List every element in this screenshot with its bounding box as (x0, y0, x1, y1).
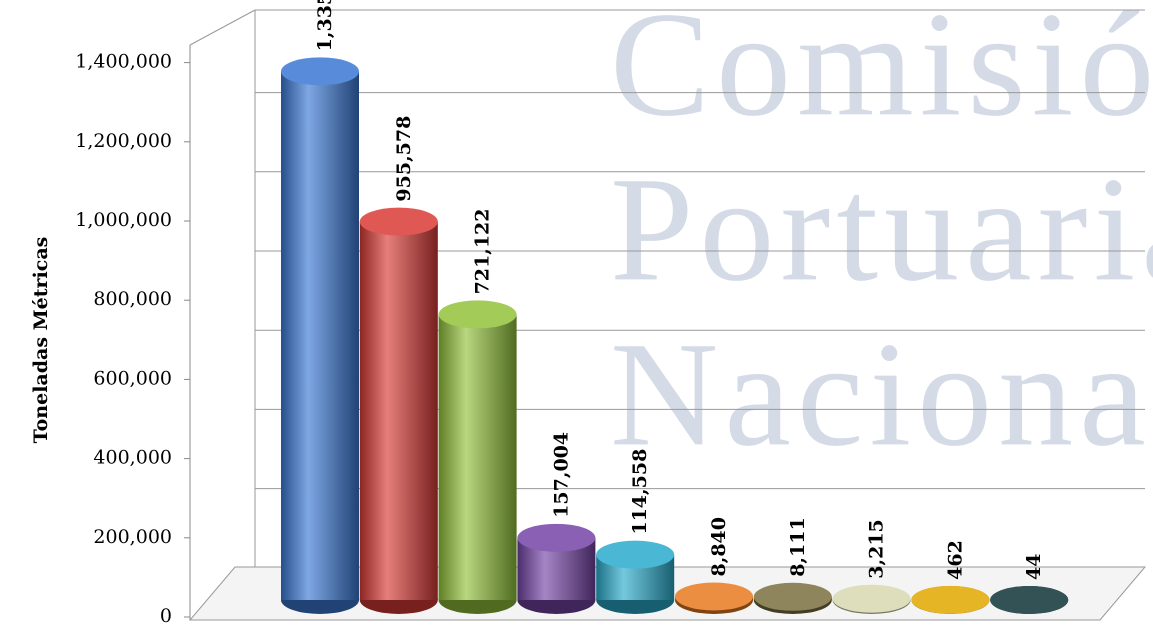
bar (596, 540, 675, 614)
value-label: 1,335,000 (314, 0, 336, 51)
value-label: 721,122 (472, 208, 494, 294)
value-label: 3,215 (866, 519, 888, 579)
bar-cap (281, 57, 359, 86)
bar (753, 582, 832, 614)
y-tick-label: 1,200,000 (75, 130, 172, 152)
bar-cap (753, 582, 832, 611)
y-tick-label: 200,000 (93, 526, 172, 548)
y-tick-label: 400,000 (93, 447, 172, 469)
bar (832, 584, 911, 614)
value-label: 44 (1023, 554, 1045, 580)
bar-body (281, 71, 359, 601)
bar (990, 585, 1069, 614)
watermark: Comisión (610, 0, 1153, 147)
bar (911, 585, 990, 614)
bar-cap (990, 585, 1069, 614)
bar (281, 57, 359, 614)
value-label: 462 (944, 540, 966, 580)
bar-cap (675, 582, 753, 611)
bar-cap (517, 523, 596, 552)
y-tick-label: 800,000 (93, 288, 172, 310)
value-label: 8,840 (708, 517, 730, 577)
bar-cap (359, 207, 438, 236)
value-label: 114,558 (629, 449, 651, 535)
y-tick-label: 0 (160, 605, 172, 625)
y-tick-label: 1,400,000 (75, 51, 172, 73)
bar-cap (832, 584, 911, 613)
bar (517, 523, 596, 614)
watermark: Nacional (610, 311, 1153, 477)
bar-cap (596, 540, 675, 569)
bar-cap (911, 585, 990, 614)
bar (438, 300, 517, 614)
value-label: 8,111 (787, 517, 809, 577)
value-label: 157,004 (550, 432, 572, 518)
bar-cap (438, 300, 517, 329)
bar (675, 582, 753, 614)
bar-body (438, 314, 517, 600)
y-tick-label: 1,000,000 (75, 209, 172, 231)
bar (359, 207, 438, 614)
side-wall-top (189, 9, 256, 46)
bar-body (359, 221, 438, 600)
y-tick-label: 600,000 (93, 367, 172, 389)
watermark: Portuaria (610, 146, 1153, 312)
value-label: 955,578 (393, 116, 415, 202)
y-axis-title: Toneladas Métricas (30, 237, 52, 444)
